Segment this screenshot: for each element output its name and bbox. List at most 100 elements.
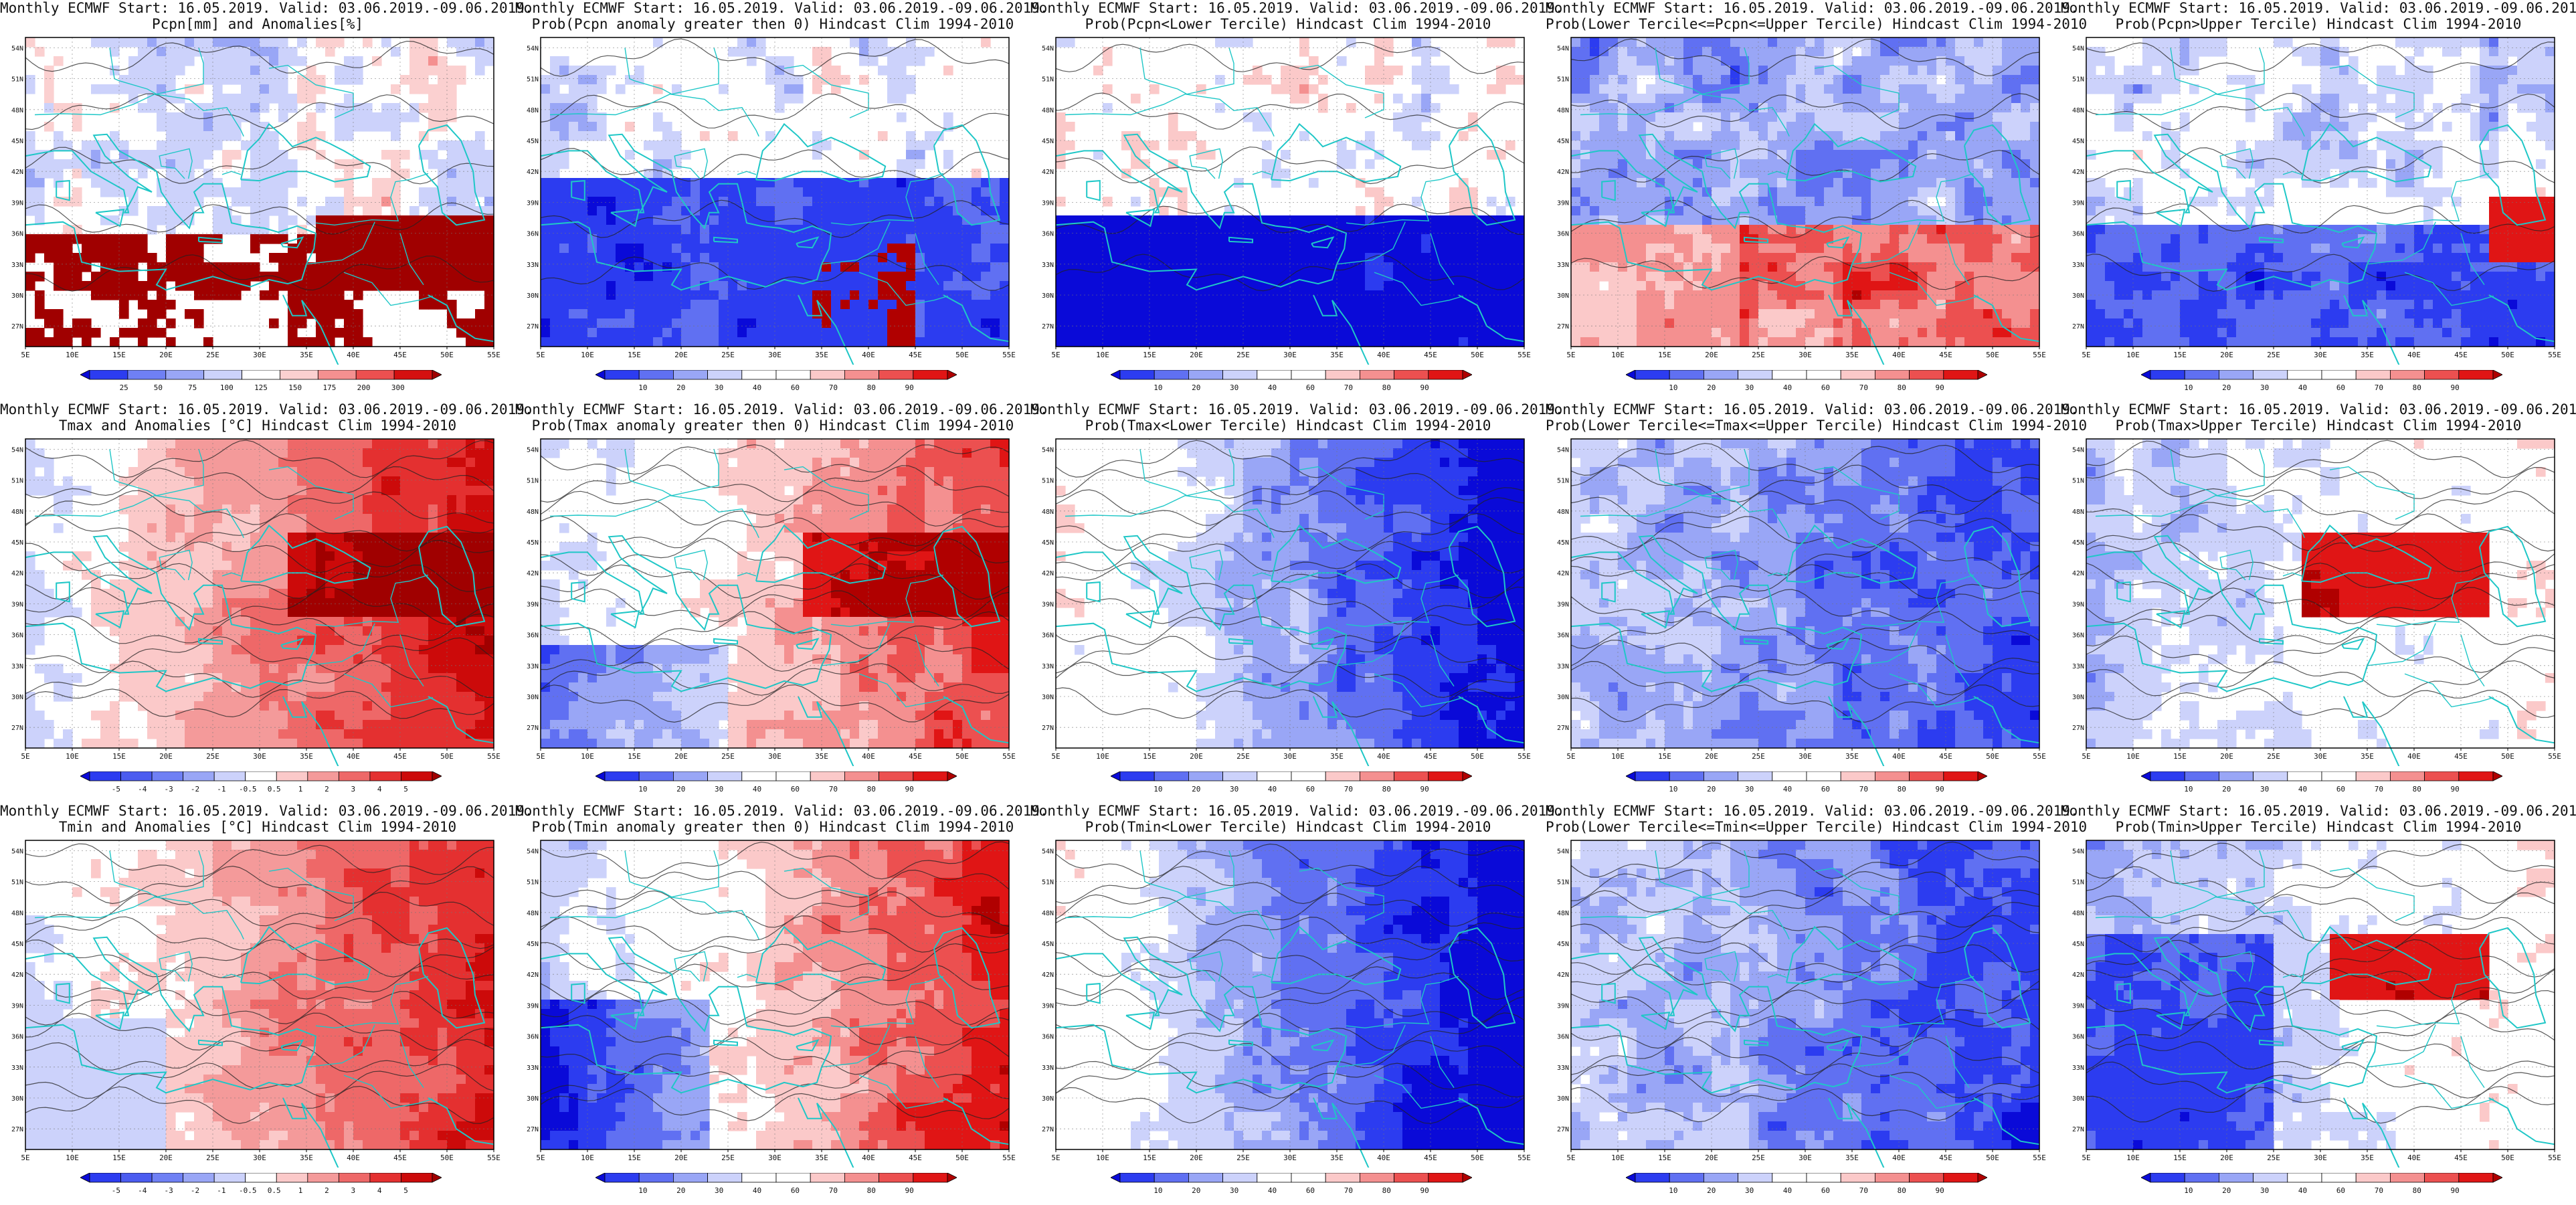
colorbar-swatch	[844, 1173, 879, 1182]
lon-tick-label: 5E	[21, 752, 29, 761]
lat-tick-label: 30N	[527, 292, 539, 300]
lat-tick-label: 39N	[2072, 199, 2084, 207]
colorbar-swatch	[356, 370, 394, 379]
panel-title-line1: Monthly ECMWF Start: 16.05.2019. Valid: …	[515, 0, 1030, 16]
colorbar-swatch	[708, 771, 742, 781]
colorbar-label: 20	[1707, 785, 1716, 794]
lon-tick-label: 35E	[300, 752, 313, 761]
lat-tick-label: 39N	[1557, 199, 1569, 207]
map-panel: Monthly ECMWF Start: 16.05.2019. Valid: …	[1030, 401, 1546, 803]
panel-title: Monthly ECMWF Start: 16.05.2019. Valid: …	[515, 401, 1030, 434]
lon-tick-label: 5E	[1566, 752, 1575, 761]
colorbar-swatch	[1120, 771, 1154, 781]
lon-tick-label: 30E	[2314, 752, 2327, 761]
lat-tick-label: 45N	[2072, 138, 2084, 145]
lon-tick-label: 55E	[2548, 752, 2561, 761]
colorbar-label: 70	[1859, 383, 1868, 392]
lat-tick-label: 51N	[527, 879, 539, 887]
lat-tick-label: 30N	[2072, 1095, 2084, 1103]
map-panel: Monthly ECMWF Start: 16.05.2019. Valid: …	[515, 401, 1030, 803]
lat-tick-label: 45N	[11, 941, 23, 948]
lon-tick-label: 5E	[2082, 1153, 2090, 1162]
colorbar-label: 0.5	[268, 1186, 281, 1195]
lat-tick-label: 48N	[527, 910, 539, 917]
lon-tick-label: 30E	[768, 752, 781, 761]
colorbar-label: 70	[1344, 785, 1353, 794]
lon-tick-label: 15E	[2173, 752, 2187, 761]
lon-tick-label: 30E	[2314, 351, 2327, 359]
lon-tick-label: 10E	[66, 1153, 79, 1162]
colorbar-label: 70	[829, 1186, 838, 1195]
colorbar-label: 80	[1898, 383, 1906, 392]
lat-tick-label: 33N	[1042, 663, 1054, 670]
colorbar-swatch	[1944, 771, 1978, 781]
lon-tick-label: 25E	[1236, 351, 1250, 359]
lat-tick-label: 30N	[1042, 694, 1054, 701]
lat-tick-label: 36N	[1557, 1034, 1569, 1041]
lon-tick-label: 55E	[2033, 1153, 2046, 1162]
lat-tick-label: 54N	[527, 446, 539, 454]
map-panel: Monthly ECMWF Start: 16.05.2019. Valid: …	[1546, 401, 2061, 803]
colorbar-swatch	[2390, 370, 2424, 379]
lat-tick-label: 27N	[527, 1126, 539, 1133]
shaded-field	[25, 439, 494, 749]
lat-tick-label: 33N	[527, 1064, 539, 1072]
colorbar-label: 10	[1154, 383, 1162, 392]
colorbar-label: -3	[165, 785, 173, 794]
lon-tick-label: 5E	[536, 351, 545, 359]
lat-tick-label: 39N	[1042, 199, 1054, 207]
colorbar-swatch	[1738, 1173, 1772, 1182]
panel-title-line1: Monthly ECMWF Start: 16.05.2019. Valid: …	[1546, 401, 2061, 418]
lon-tick-label: 55E	[2033, 351, 2046, 359]
lon-tick-label: 25E	[1752, 1153, 1765, 1162]
colorbar-swatch	[370, 1173, 401, 1182]
lon-tick-label: 25E	[1752, 752, 1765, 761]
colorbar-swatch	[90, 771, 121, 781]
lat-tick-label: 30N	[2072, 292, 2084, 300]
lat-tick-label: 48N	[2072, 508, 2084, 516]
lon-tick-label: 5E	[1051, 351, 1060, 359]
lon-tick-label: 15E	[1143, 752, 1156, 761]
lon-tick-label: 50E	[2501, 752, 2514, 761]
lat-tick-label: 51N	[2072, 478, 2084, 485]
lon-tick-label: 35E	[1845, 351, 1859, 359]
lat-tick-label: 45N	[2072, 941, 2084, 948]
colorbar-label: 70	[1344, 383, 1353, 392]
colorbar-swatch	[1978, 1173, 1987, 1182]
lat-tick-label: 39N	[1042, 601, 1054, 608]
lon-tick-label: 45E	[1424, 752, 1437, 761]
colorbar-label: 75	[188, 383, 197, 392]
lon-tick-label: 35E	[1330, 351, 1344, 359]
colorbar-label: -2	[191, 785, 199, 794]
colorbar-label: 10	[1669, 1186, 1677, 1195]
colorbar-swatch	[128, 370, 166, 379]
colorbar-swatch	[1360, 1173, 1394, 1182]
lat-tick-label: 27N	[1042, 725, 1054, 732]
colorbar-swatch	[1325, 370, 1360, 379]
colorbar-swatch	[1626, 370, 1635, 379]
lat-tick-label: 33N	[11, 1064, 23, 1072]
lon-tick-label: 20E	[1190, 752, 1203, 761]
colorbar-swatch	[1626, 771, 1635, 781]
colorbar-swatch	[2150, 1173, 2185, 1182]
lon-tick-label: 15E	[628, 1153, 641, 1162]
lat-tick-label: 42N	[11, 570, 23, 577]
lat-tick-label: 54N	[527, 848, 539, 855]
colorbar-swatch	[2425, 370, 2459, 379]
colorbar-label: -2	[191, 1186, 199, 1195]
panel-title: Monthly ECMWF Start: 16.05.2019. Valid: …	[515, 0, 1030, 32]
lat-tick-label: 30N	[527, 694, 539, 701]
colorbar-label: 25	[120, 383, 128, 392]
lat-tick-label: 30N	[11, 1095, 23, 1103]
colorbar-swatch	[595, 370, 605, 379]
colorbar-swatch	[2493, 771, 2502, 781]
lon-tick-label: 50E	[1471, 351, 1484, 359]
colorbar-swatch	[183, 1173, 215, 1182]
lat-tick-label: 36N	[11, 231, 23, 238]
